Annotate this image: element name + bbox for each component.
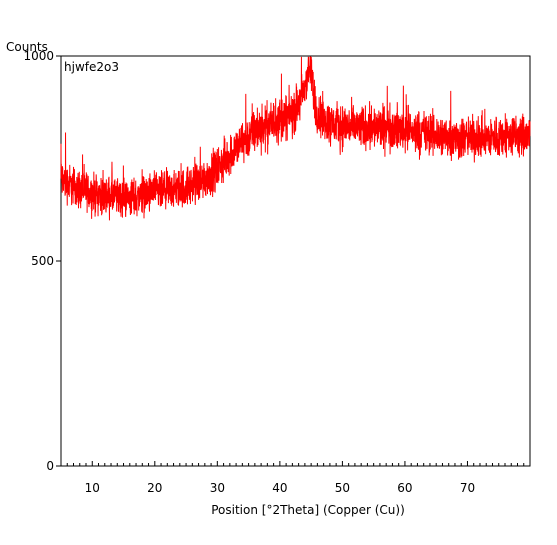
- x-tick-label: 10: [85, 481, 100, 495]
- x-tick-label: 60: [397, 481, 412, 495]
- y-tick-label: 500: [31, 254, 54, 268]
- y-axis: 0 500 1000: [23, 49, 61, 473]
- plot-area: [60, 55, 531, 467]
- series-line: [60, 56, 531, 221]
- x-tick-label: 20: [147, 481, 162, 495]
- x-tick-label: 40: [272, 481, 287, 495]
- x-axis: 10 20 30 40 50 60 70: [60, 461, 531, 495]
- y-tick-label: 0: [46, 459, 54, 473]
- x-axis-label: Position [°2Theta] (Copper (Cu)): [211, 503, 405, 517]
- x-tick-label: 50: [335, 481, 350, 495]
- y-tick-label: 1000: [23, 49, 54, 63]
- y-axis-label: Counts: [6, 40, 48, 54]
- x-tick-label: 30: [210, 481, 225, 495]
- plot-series-group: [60, 56, 531, 221]
- x-tick-label: 70: [460, 481, 475, 495]
- series-label: hjwfe2o3: [64, 60, 119, 74]
